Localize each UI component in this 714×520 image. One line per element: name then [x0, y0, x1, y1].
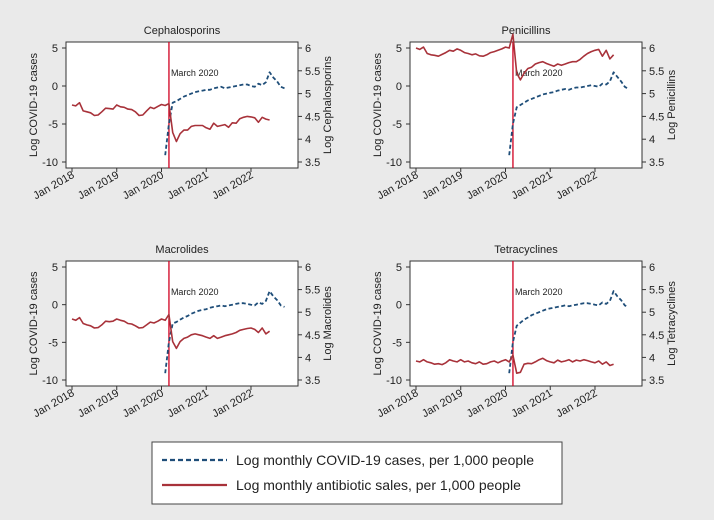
sales-series-line — [71, 101, 270, 143]
y-left-tick-label: 5 — [52, 43, 58, 55]
y-right-axis-label: Log Penicillins — [666, 69, 678, 140]
chart-title: Penicillins — [502, 25, 551, 37]
y-left-axis-label: Log COVID-19 cases — [28, 53, 40, 157]
y-right-tick-label: 5.5 — [649, 285, 664, 297]
covid-series-line — [508, 290, 629, 374]
covid-series-line — [164, 71, 285, 156]
y-left-tick-label: -10 — [386, 375, 402, 387]
y-right-tick-label: 4 — [305, 352, 311, 364]
y-left-tick-label: -5 — [392, 119, 402, 131]
y-right-tick-label: 4 — [305, 134, 311, 146]
chart-title: Macrolides — [155, 244, 209, 256]
y-left-tick-label: -10 — [42, 375, 58, 387]
y-right-tick-label: 5 — [305, 307, 311, 319]
covid-series-line — [164, 290, 285, 374]
y-right-axis-label: Log Tetracyclines — [666, 281, 678, 366]
y-left-tick-label: 0 — [396, 81, 402, 93]
sales-series-line — [415, 354, 614, 375]
y-left-tick-label: 5 — [396, 262, 402, 274]
y-left-axis-label: Log COVID-19 cases — [28, 271, 40, 375]
y-right-tick-label: 5 — [649, 307, 655, 319]
y-right-tick-label: 3.5 — [649, 375, 664, 387]
y-right-tick-label: 6 — [649, 262, 655, 274]
y-left-tick-label: -5 — [392, 337, 402, 349]
y-right-tick-label: 6 — [305, 262, 311, 274]
y-right-axis-label: Log Cephalosporins — [322, 56, 334, 154]
y-right-tick-label: 6 — [649, 43, 655, 55]
y-right-tick-label: 3.5 — [649, 157, 664, 169]
y-right-tick-label: 4 — [649, 134, 655, 146]
y-right-tick-label: 3.5 — [305, 157, 320, 169]
y-right-tick-label: 5.5 — [305, 285, 320, 297]
plot-area — [409, 41, 643, 169]
y-right-tick-label: 6 — [305, 43, 311, 55]
y-right-tick-label: 3.5 — [305, 375, 320, 387]
event-label: March 2020 — [515, 68, 563, 78]
y-right-axis-label: Log Macrolides — [322, 286, 334, 361]
sales-series-line — [71, 313, 271, 350]
y-right-tick-label: 5.5 — [305, 66, 320, 78]
covid-series-line — [508, 71, 629, 156]
legend-covid-label: Log monthly COVID-19 cases, per 1,000 pe… — [236, 452, 534, 468]
sales-series-line — [415, 33, 615, 81]
y-right-tick-label: 5.5 — [649, 66, 664, 78]
y-right-tick-label: 4.5 — [649, 330, 664, 342]
y-right-tick-label: 5 — [305, 89, 311, 101]
y-right-tick-label: 4.5 — [649, 111, 664, 123]
y-left-axis-label: Log COVID-19 cases — [372, 53, 384, 157]
y-right-tick-label: 5 — [649, 89, 655, 101]
y-left-tick-label: -5 — [48, 119, 58, 131]
plot-area — [65, 41, 299, 169]
event-label: March 2020 — [515, 287, 563, 297]
y-left-axis-label: Log COVID-19 cases — [372, 271, 384, 375]
y-right-tick-label: 4 — [649, 352, 655, 364]
y-right-tick-label: 4.5 — [305, 111, 320, 123]
event-label: March 2020 — [171, 68, 219, 78]
y-right-tick-label: 4.5 — [305, 330, 320, 342]
event-label: March 2020 — [171, 287, 219, 297]
y-left-tick-label: 5 — [396, 43, 402, 55]
plot-area — [65, 260, 299, 387]
chart-title: Tetracyclines — [494, 244, 558, 256]
y-left-tick-label: -5 — [48, 337, 58, 349]
y-left-tick-label: 0 — [52, 81, 58, 93]
legend: Log monthly COVID-19 cases, per 1,000 pe… — [151, 441, 563, 505]
plot-area — [409, 260, 643, 387]
y-left-tick-label: -10 — [42, 157, 58, 169]
y-left-tick-label: -10 — [386, 157, 402, 169]
chart-title: Cephalosporins — [144, 25, 221, 37]
y-left-tick-label: 0 — [52, 300, 58, 312]
y-left-tick-label: 0 — [396, 300, 402, 312]
legend-sales-label: Log monthly antibiotic sales, per 1,000 … — [236, 477, 521, 493]
legend-box — [151, 441, 563, 505]
y-left-tick-label: 5 — [52, 262, 58, 274]
